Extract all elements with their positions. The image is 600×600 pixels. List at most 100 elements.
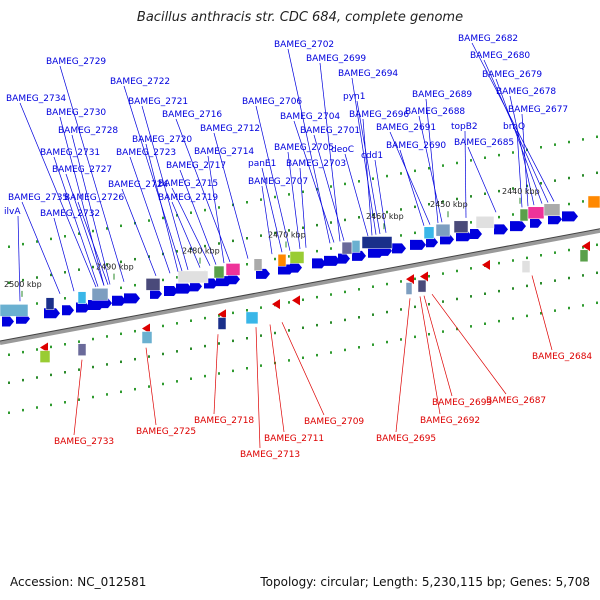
forward-label-leader <box>495 78 543 204</box>
forward-gene-label: topB2 <box>451 122 478 132</box>
track-dot <box>162 324 164 328</box>
track-dot <box>512 317 514 320</box>
forward-label-leader <box>313 134 345 241</box>
track-dot <box>288 193 290 196</box>
gene-bands <box>0 135 600 415</box>
forward-gene-label: BAMEG_2730 <box>46 108 106 118</box>
track-dot <box>302 326 304 330</box>
track-dot <box>498 319 500 323</box>
gene-category-box <box>435 223 451 237</box>
track-dot <box>148 255 150 258</box>
reverse-label-leader <box>423 295 453 397</box>
track-dot <box>596 171 598 175</box>
forward-label-leader <box>175 118 231 263</box>
track-dot <box>134 221 136 225</box>
forward-gene-label: BAMEG_2691 <box>376 123 436 133</box>
track-dot <box>176 380 178 383</box>
track-dot <box>330 321 332 324</box>
gene-category-box <box>77 343 87 356</box>
track-dot <box>372 177 374 180</box>
reverse-gene-label: BAMEG_2695 <box>376 434 436 444</box>
track-dot <box>162 352 164 356</box>
track-dot <box>288 229 290 232</box>
track-dot <box>176 250 178 253</box>
forward-label-leader <box>319 62 341 242</box>
track-dot <box>274 231 276 235</box>
forward-gene-arrow <box>190 281 202 292</box>
track-dot <box>50 345 52 349</box>
track-dot <box>288 359 290 362</box>
track-dot <box>50 373 52 377</box>
forward-gene-label: BAMEG_2699 <box>306 54 366 64</box>
track-dot <box>330 293 332 296</box>
track-dot <box>428 202 430 206</box>
forward-gene-label: BAMEG_2689 <box>412 90 472 100</box>
forward-gene-arrow <box>76 302 90 313</box>
track-dot <box>386 310 388 314</box>
track-dot <box>540 182 542 185</box>
track-dot <box>540 146 542 149</box>
forward-label-leader <box>53 156 99 287</box>
track-dot <box>400 338 402 341</box>
forward-label-leader <box>53 217 75 292</box>
track-dot <box>232 369 234 373</box>
track-dot <box>218 314 220 317</box>
scale-tick-label: 2470 kbp <box>268 231 306 240</box>
track-dot <box>330 351 332 354</box>
track-dot <box>204 344 206 348</box>
track-dot <box>316 187 318 191</box>
track-dot <box>8 353 10 357</box>
track-dot <box>484 192 486 195</box>
track-dot <box>316 295 318 299</box>
forward-gene-arrow <box>392 243 406 254</box>
forward-label-leader <box>171 201 201 268</box>
gene-category-box <box>453 220 469 234</box>
track-dot <box>36 406 38 409</box>
track-dot <box>372 343 374 346</box>
track-dot <box>134 357 136 361</box>
track-dot <box>330 221 332 224</box>
track-dot <box>568 276 570 280</box>
forward-gene-label: BAMEG_2714 <box>194 147 254 157</box>
forward-label-leader <box>362 118 373 236</box>
track-dot <box>288 255 290 258</box>
forward-gene-label: BAMEG_2729 <box>46 57 106 67</box>
gene-category-box <box>351 240 361 253</box>
reverse-gene-label: BAMEG_2711 <box>264 434 324 444</box>
gene-category-box <box>225 263 241 276</box>
track-dot <box>134 387 136 391</box>
track-dot <box>50 237 52 241</box>
track-dot <box>456 197 458 201</box>
track-dot <box>246 366 248 370</box>
track-dot <box>22 242 24 246</box>
scale-tick-label: 2460 kbp <box>366 212 404 221</box>
gene-category-box <box>91 288 109 301</box>
forward-gene-label: BAMEG_2726 <box>64 193 124 203</box>
track-dot <box>218 372 220 375</box>
track-dot <box>92 365 94 369</box>
track-dot <box>246 236 248 240</box>
track-dot <box>498 289 500 293</box>
track-dot <box>568 140 570 144</box>
track-dot <box>148 219 150 222</box>
gene-category-box <box>423 226 435 240</box>
track-dot <box>316 353 318 357</box>
forward-gene-arrow <box>124 293 140 304</box>
track-dot <box>428 332 430 336</box>
reverse-gene-arrow <box>272 299 280 310</box>
forward-gene-label: BAMEG_2677 <box>508 105 568 115</box>
track-dot <box>190 211 192 214</box>
reverse-gene-label: BAMEG_2733 <box>54 437 114 447</box>
forward-gene-label: BAMEG_2702 <box>274 40 334 50</box>
forward-gene-label: BAMEG_2706 <box>242 97 302 107</box>
gene-category-box <box>39 350 51 363</box>
track-dot <box>596 135 598 139</box>
forward-gene-label: deoC <box>331 145 354 155</box>
track-dot <box>470 325 472 328</box>
reverse-gene-arrow <box>218 309 226 320</box>
forward-gene-label: BAMEG_2696 <box>349 110 409 120</box>
track-dot <box>92 229 94 233</box>
forward-label-leader <box>65 173 105 286</box>
forward-gene-arrow <box>510 221 526 232</box>
